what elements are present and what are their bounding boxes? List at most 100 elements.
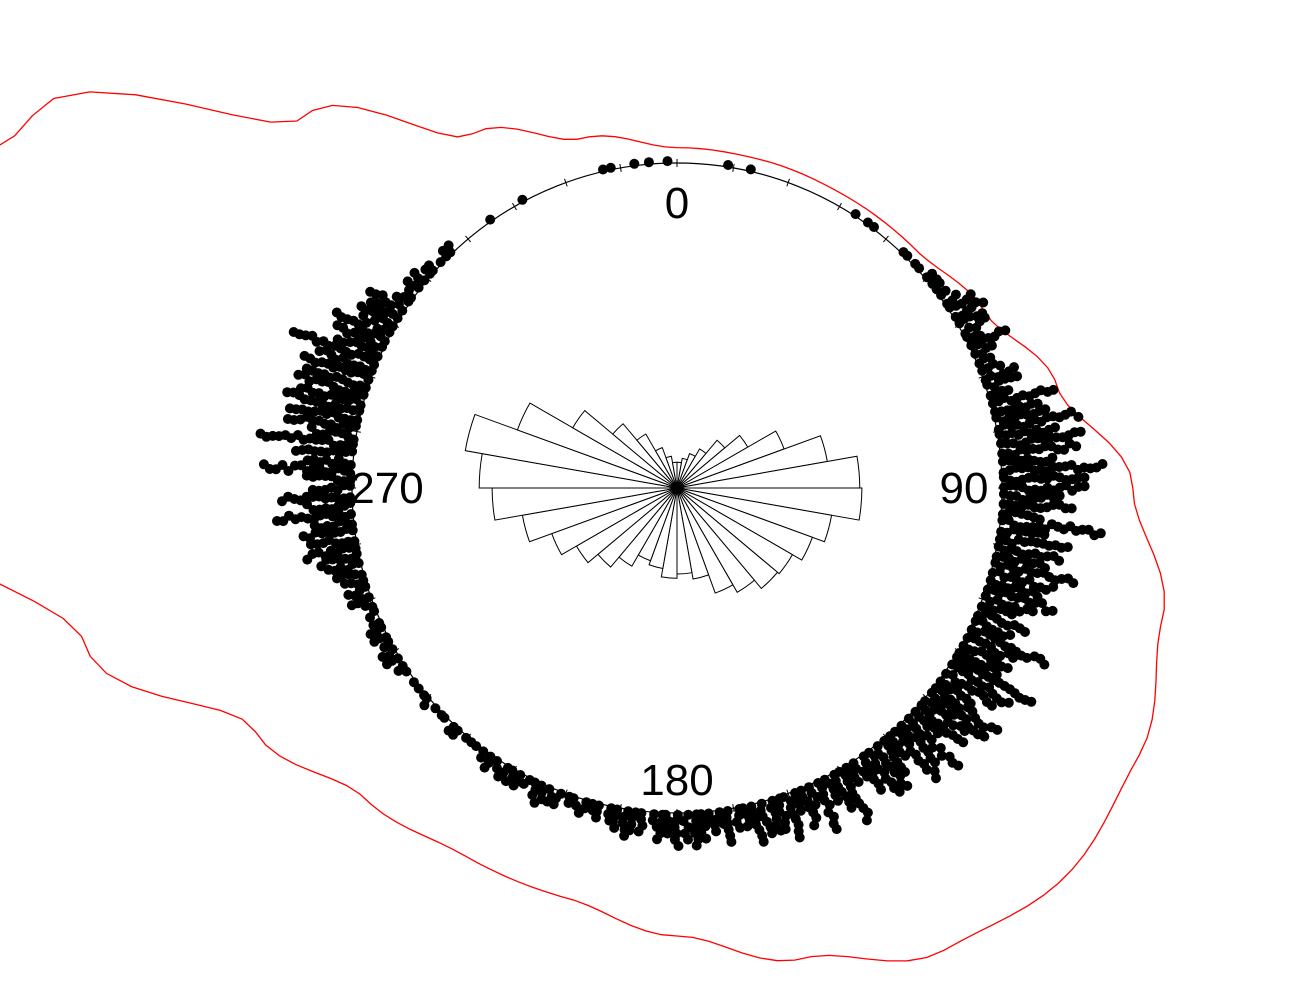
observation-point <box>1075 426 1086 437</box>
observation-point <box>812 792 823 802</box>
observation-point <box>846 802 857 813</box>
observation-point <box>1071 441 1082 452</box>
observation-point <box>921 764 932 775</box>
observation-point <box>301 363 312 374</box>
observation-point <box>288 327 299 337</box>
observation-point <box>1024 574 1035 585</box>
observation-point <box>776 825 786 836</box>
observation-point <box>1040 404 1051 415</box>
observation-point <box>794 832 805 843</box>
observation-point <box>302 455 313 466</box>
observation-point <box>934 278 945 288</box>
rose-petal <box>676 487 779 590</box>
rose-petal <box>516 402 678 489</box>
observation-point <box>302 554 313 565</box>
observation-point <box>282 387 293 398</box>
rose-petal <box>636 433 678 489</box>
observation-point <box>1079 481 1090 492</box>
rose-petal <box>676 487 710 580</box>
observation-point <box>1066 406 1077 417</box>
observation-point <box>500 776 511 787</box>
observation-point <box>931 773 941 784</box>
observation-point <box>1047 452 1058 463</box>
angle-label-180: 180 <box>640 756 713 805</box>
observation-point <box>296 383 306 394</box>
observation-point <box>862 771 873 782</box>
observation-point <box>619 830 630 841</box>
observation-point <box>1095 528 1106 539</box>
observation-point <box>1068 578 1079 589</box>
observation-point <box>824 799 835 810</box>
observation-point <box>850 209 861 220</box>
observation-point <box>930 757 940 768</box>
rose-diagram <box>464 402 863 594</box>
observation-point <box>948 720 959 731</box>
observation-point <box>277 496 287 507</box>
observation-point <box>1002 663 1013 674</box>
observation-point <box>1039 659 1050 670</box>
observation-point <box>949 709 959 720</box>
observation-point <box>872 741 883 752</box>
circle-tick <box>465 235 472 243</box>
observation-point <box>767 828 778 839</box>
observation-point <box>662 156 673 167</box>
observation-point <box>1021 652 1032 663</box>
observation-point <box>332 573 342 584</box>
observation-point <box>368 620 379 631</box>
observation-point <box>1020 627 1030 637</box>
observation-point <box>876 784 886 795</box>
observation-point <box>1054 555 1065 566</box>
circle-tick <box>786 789 790 798</box>
observation-point <box>726 836 737 847</box>
observation-point <box>1008 652 1019 663</box>
observation-point <box>314 346 325 357</box>
observation-point <box>517 194 528 205</box>
observation-point <box>978 297 989 308</box>
observation-point <box>809 820 820 831</box>
observation-point <box>979 731 990 742</box>
observation-point <box>605 162 616 173</box>
rose-petal <box>612 423 678 489</box>
observation-point <box>1066 503 1077 514</box>
observation-point <box>529 797 540 808</box>
observation-point <box>349 327 360 338</box>
observation-point <box>673 841 684 851</box>
observation-point <box>831 824 842 835</box>
observation-point <box>476 752 487 763</box>
observation-point <box>1050 422 1060 433</box>
observation-point <box>391 291 402 302</box>
observation-point <box>346 600 357 611</box>
observation-point <box>1003 385 1014 396</box>
observation-point <box>493 771 504 782</box>
observation-point <box>408 677 419 688</box>
observation-point <box>723 160 734 170</box>
observation-point <box>382 659 392 670</box>
observation-point <box>443 240 454 251</box>
observation-point <box>833 795 843 806</box>
observation-point <box>683 834 693 845</box>
observation-point <box>1079 472 1090 483</box>
observation-point <box>332 334 343 345</box>
observation-point <box>758 836 769 847</box>
observation-point <box>1047 605 1058 616</box>
observation-point <box>662 828 673 839</box>
observation-point <box>986 340 997 351</box>
observation-point <box>598 164 608 175</box>
circle-tick <box>352 430 361 433</box>
angle-label-270: 270 <box>350 464 423 513</box>
observation-point <box>365 286 376 297</box>
rose-petal <box>676 487 814 561</box>
rose-petal <box>676 487 756 593</box>
rose-petal <box>654 446 678 489</box>
observation-point <box>308 505 319 515</box>
observation-point <box>377 651 388 662</box>
observation-point <box>986 700 997 711</box>
circle-tick <box>837 202 842 211</box>
observation-point <box>402 276 413 287</box>
observation-point <box>365 297 376 308</box>
circle-tick <box>882 235 889 243</box>
observation-point <box>430 703 441 714</box>
observation-point <box>1027 606 1038 617</box>
observation-point <box>995 360 1006 371</box>
rose-petal <box>676 487 833 543</box>
